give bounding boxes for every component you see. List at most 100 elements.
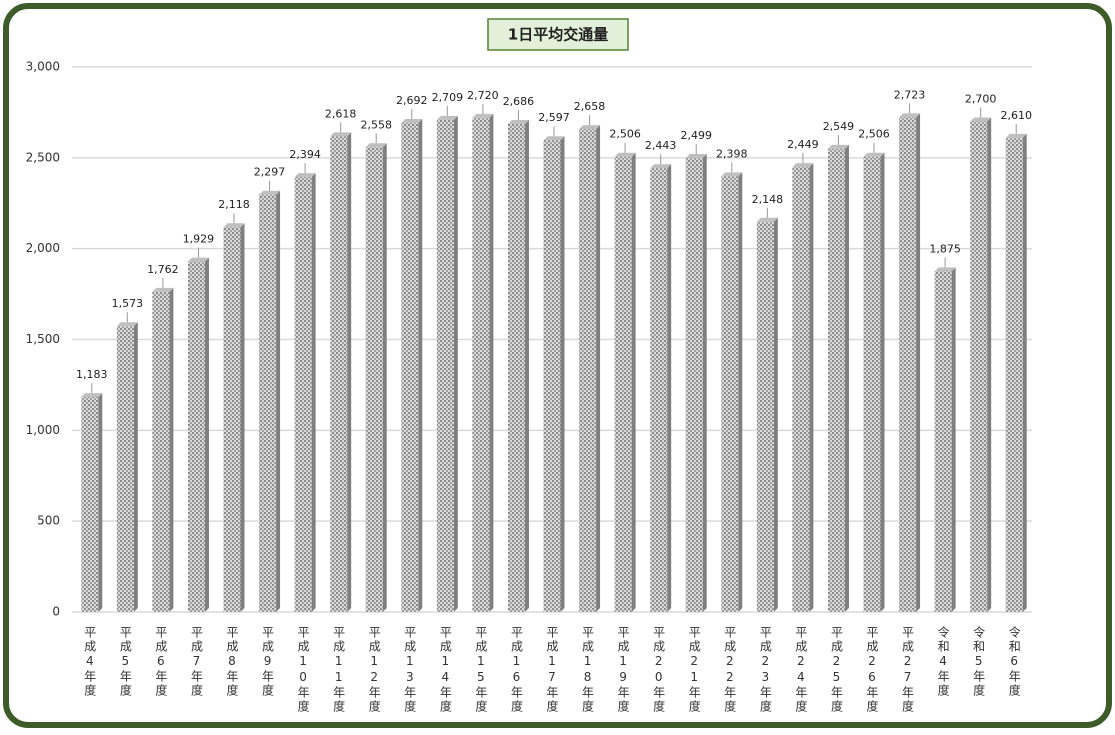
bar: [685, 158, 703, 612]
bar-side: [951, 267, 956, 612]
bar-side: [916, 113, 921, 613]
bar: [899, 117, 917, 613]
value-label: 1,183: [76, 368, 108, 381]
bar-side: [418, 118, 423, 612]
bar-side: [204, 257, 209, 612]
bar: [792, 167, 810, 612]
value-label: 2,610: [1000, 109, 1032, 122]
bar: [294, 177, 312, 612]
bar: [152, 291, 170, 612]
title-box: [487, 18, 629, 51]
bar-top: [81, 393, 103, 398]
bar-top: [401, 118, 423, 123]
value-label: 1,762: [147, 263, 179, 276]
bar-top: [792, 163, 814, 168]
bar-side: [738, 172, 743, 612]
value-label: 2,686: [503, 95, 535, 108]
chart-title: 1日平均交通量: [508, 26, 608, 44]
bar-side: [880, 152, 885, 612]
x-tick-label: 平成13年度: [403, 626, 417, 714]
bar: [187, 261, 205, 612]
bar-top: [650, 164, 672, 169]
bar-side: [133, 322, 138, 612]
x-tick-label: 平成24年度: [794, 626, 808, 714]
value-label: 2,443: [645, 139, 677, 152]
bar: [543, 140, 561, 612]
value-label: 2,720: [467, 89, 499, 102]
bar: [223, 227, 241, 613]
bar-side: [987, 117, 992, 612]
value-label: 2,449: [787, 138, 819, 151]
bar-side: [631, 152, 636, 612]
x-tick-label: 平成19年度: [616, 626, 630, 714]
value-label: 2,398: [716, 147, 748, 160]
bar: [934, 271, 952, 612]
value-label: 1,929: [183, 233, 215, 246]
x-tick-label: 平成5年度: [118, 626, 132, 698]
x-tick-label: 平成4年度: [83, 626, 97, 698]
bar: [81, 397, 99, 612]
bar-top: [152, 287, 174, 292]
bar-top: [685, 154, 707, 159]
x-tick-label: 平成25年度: [829, 626, 843, 714]
bar-top: [365, 143, 387, 148]
x-tick-label: 平成21年度: [687, 626, 701, 714]
bar-top: [507, 120, 529, 125]
y-tick-label: 3,000: [26, 60, 60, 74]
x-tick-label: 平成8年度: [225, 626, 239, 698]
bar-side: [524, 120, 529, 612]
x-tick-label: 平成7年度: [189, 626, 203, 698]
bar: [827, 148, 845, 612]
value-label: 2,297: [254, 166, 286, 179]
value-label: 2,549: [823, 120, 855, 133]
bar-side: [596, 125, 601, 612]
bar-side: [489, 113, 494, 612]
value-label: 2,506: [609, 128, 641, 141]
x-tick-label: 令和6年度: [1007, 625, 1021, 698]
bar-top: [1005, 133, 1027, 138]
bar-top: [436, 115, 458, 120]
bar-top: [223, 223, 245, 228]
value-label: 2,148: [752, 193, 784, 206]
value-label: 2,658: [574, 100, 606, 113]
value-label: 2,709: [432, 91, 464, 104]
bar-side: [276, 190, 281, 612]
value-label: 2,597: [538, 111, 570, 124]
bar-side: [1022, 133, 1027, 612]
y-tick-label: 1,500: [26, 332, 60, 346]
x-tick-label: 平成10年度: [296, 626, 310, 714]
bar-top: [187, 257, 209, 262]
x-tick-label: 平成23年度: [758, 626, 772, 714]
bar-side: [382, 143, 387, 612]
value-label: 2,618: [325, 107, 357, 120]
bar-top: [294, 173, 316, 178]
bar: [863, 156, 881, 612]
bar-side: [702, 154, 707, 612]
x-tick-label: 平成9年度: [261, 626, 275, 698]
bar-side: [560, 136, 565, 612]
y-tick-label: 2,500: [26, 150, 60, 164]
bar-side: [844, 144, 849, 612]
bar-top: [472, 113, 494, 118]
value-label: 2,700: [965, 93, 997, 106]
x-tick-label: 平成12年度: [367, 626, 381, 714]
value-label: 2,692: [396, 94, 428, 107]
x-tick-label: 平成16年度: [509, 626, 523, 714]
bar-top: [970, 117, 992, 122]
y-tick-label: 0: [52, 605, 60, 619]
y-tick-label: 2,000: [26, 241, 60, 255]
bar-top: [330, 132, 352, 137]
bar: [436, 119, 454, 613]
x-tick-label: 令和4年度: [936, 625, 950, 698]
x-tick-label: 平成18年度: [581, 626, 595, 714]
x-tick-label: 平成26年度: [865, 626, 879, 714]
value-label: 2,558: [360, 118, 392, 131]
bar-side: [169, 287, 174, 612]
bar-top: [863, 152, 885, 157]
bar-top: [934, 267, 956, 272]
bar: [970, 121, 988, 612]
value-label: 2,394: [289, 148, 321, 161]
bar-side: [98, 393, 103, 612]
bar-top: [543, 136, 565, 141]
